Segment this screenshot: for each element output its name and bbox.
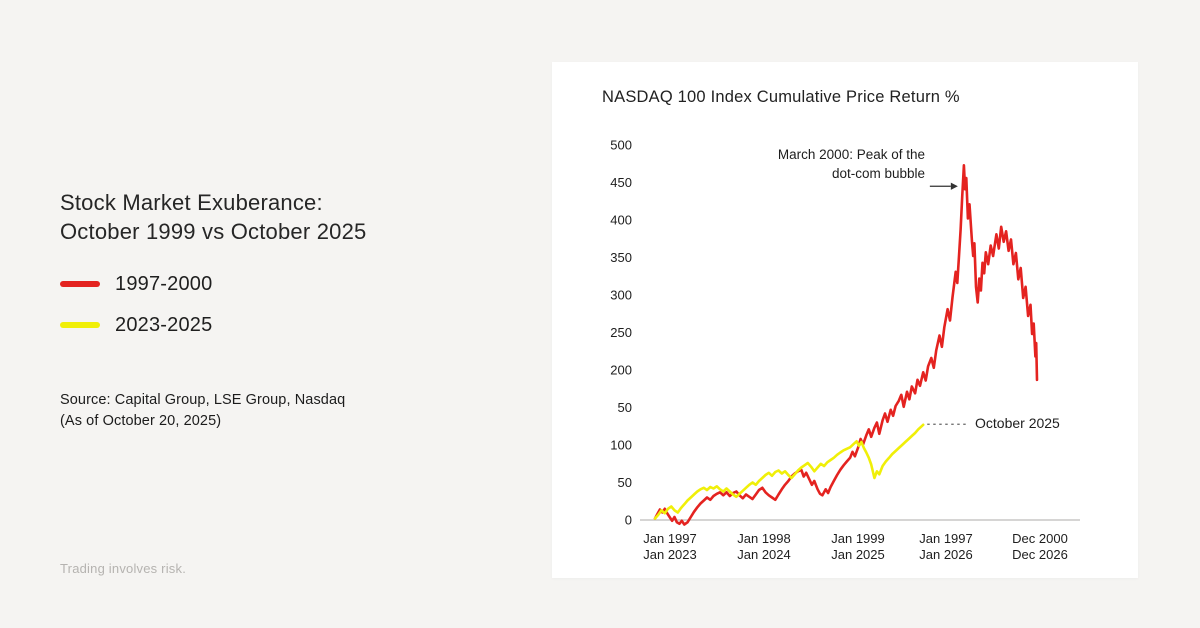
x-tick-label-bottom: Jan 2023 [643,547,697,562]
x-tick-label-bottom: Jan 2024 [737,547,791,562]
chart-card: 500 450 400 350 300 250 200 50 100 50 0 Jan 1997 Jan… [552,62,1138,578]
legend-item-2023-2025: 2023-2025 [60,312,212,338]
x-tick-label-top: Jan 1997 [919,531,973,546]
x-tick-label-top: Jan 1997 [643,531,697,546]
y-tick-label: 0 [625,513,632,528]
y-tick-label: 250 [610,325,632,340]
y-tick-label: 50 [618,475,632,490]
y-tick-label: 100 [610,438,632,453]
october-2025-annotation: October 2025 [975,415,1060,431]
y-tick-label: 350 [610,250,632,265]
y-tick-label: 200 [610,363,632,378]
legend-label: 1997-2000 [115,272,213,295]
x-tick-label-top: Dec 2000 [1012,531,1068,546]
y-tick-label: 450 [610,175,632,190]
annotation-arrow-head [950,182,958,190]
legend-label: 2023-2025 [115,313,213,336]
y-tick-label: 50 [618,400,632,415]
dotcom-peak-annotation-line-2: dot-com bubble [831,165,925,181]
x-tick-label-top: Jan 1998 [737,531,791,546]
x-tick-label-bottom: Jan 2026 [919,547,973,562]
y-tick-label: 300 [610,288,632,303]
dotcom-peak-annotation-line-1: March 2000: Peak of the [777,147,925,162]
red-line-swatch [60,281,100,287]
source-note: Source: Capital Group, LSE Group, Nasdaq… [60,390,345,432]
legend: 1997-2000 2023-2025 [60,271,212,353]
x-tick-label-bottom: Jan 2025 [831,547,885,562]
x-tick-label-bottom: Dec 2026 [1012,547,1068,562]
dotcom-peak-annotation: March 2000: Peak of the dot-com bubble [695,146,925,183]
yellow-line-swatch [60,322,100,328]
y-tick-label: 500 [610,138,632,153]
source-line-1: Source: Capital Group, LSE Group, Nasdaq [60,392,346,408]
y-tick-label: 400 [610,213,632,228]
page-title: Stock Market Exuberance: October 1999 vs… [60,188,366,246]
page-title-line-2: October 1999 vs October 2025 [60,219,367,244]
legend-item-1997-2000: 1997-2000 [60,271,212,297]
series-line-1997-2000 [653,164,1039,526]
disclaimer-note: Trading involves risk. [60,561,187,576]
x-tick-label-top: Jan 1999 [831,531,885,546]
source-line-2: (As of October 20, 2025) [60,413,222,429]
series-line-2023-2025 [653,423,925,520]
page-title-line-1: Stock Market Exuberance: [60,190,323,215]
chart-title: NASDAQ 100 Index Cumulative Price Return… [602,88,960,106]
